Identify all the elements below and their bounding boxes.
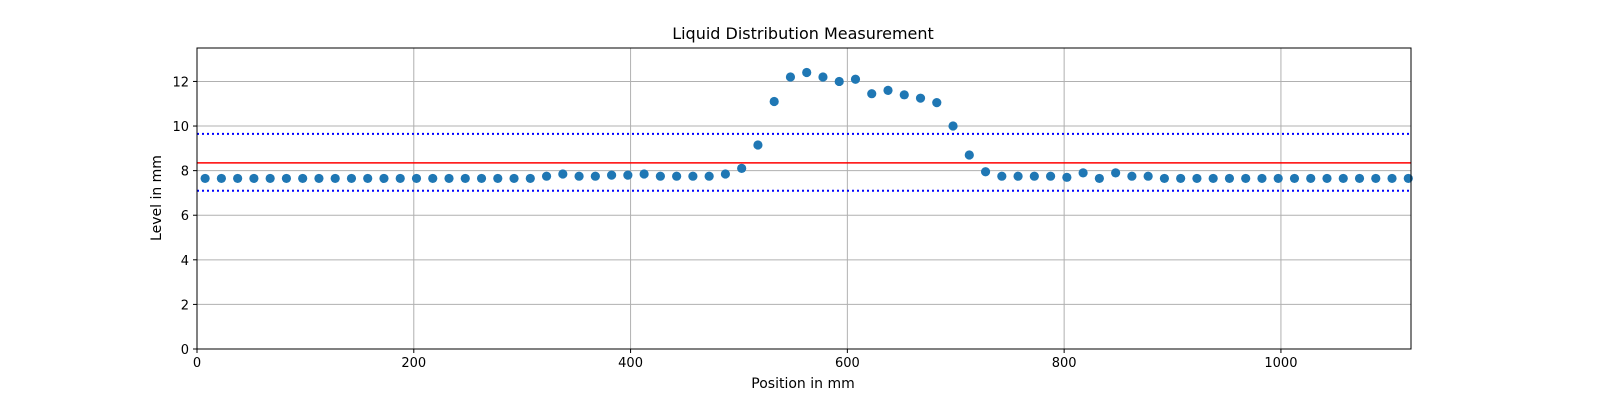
- data-point: [1143, 171, 1153, 181]
- reference-lines: [197, 132, 1411, 192]
- data-point: [363, 173, 373, 184]
- y-axis-ticks: 0 2 4 6 8 10 12: [172, 75, 197, 358]
- y-axis-label: Level in mm: [149, 155, 165, 241]
- data-points: [200, 67, 1413, 184]
- y-tick-label: 12: [172, 75, 189, 90]
- data-point: [932, 98, 942, 108]
- data-point: [850, 74, 861, 84]
- data-point: [525, 173, 535, 184]
- y-tick-label: 0: [181, 343, 189, 358]
- x-tick-label: 200: [401, 356, 426, 371]
- data-point: [265, 173, 275, 184]
- data-point: [785, 72, 796, 82]
- data-point: [1354, 173, 1365, 184]
- data-point: [1176, 173, 1186, 184]
- data-point: [460, 173, 470, 184]
- data-point: [883, 85, 893, 95]
- data-point: [493, 173, 503, 184]
- data-point: [379, 173, 389, 184]
- chart-title: Liquid Distribution Measurement: [672, 24, 934, 43]
- x-tick-label: 0: [193, 356, 201, 371]
- x-axis-label: Position in mm: [751, 376, 854, 392]
- data-point: [200, 173, 210, 184]
- data-point: [1371, 173, 1381, 184]
- data-point: [1338, 173, 1348, 184]
- data-point: [314, 173, 324, 184]
- data-point: [769, 96, 779, 107]
- data-point: [476, 173, 487, 184]
- data-point: [655, 171, 665, 181]
- data-point: [948, 121, 958, 131]
- data-point: [704, 171, 714, 181]
- data-point: [672, 171, 682, 181]
- data-point: [249, 173, 259, 184]
- data-point: [330, 173, 340, 184]
- data-point: [688, 171, 698, 181]
- data-point: [1078, 168, 1088, 178]
- data-point: [1208, 173, 1218, 184]
- data-point: [1062, 172, 1072, 182]
- data-point: [281, 173, 292, 184]
- data-point: [899, 90, 909, 100]
- data-point: [720, 169, 731, 179]
- data-point: [915, 93, 926, 103]
- data-point: [867, 89, 877, 99]
- data-point: [753, 140, 763, 150]
- data-point: [1257, 173, 1267, 184]
- data-point: [1224, 173, 1235, 184]
- data-point: [1127, 171, 1137, 181]
- data-point: [997, 171, 1007, 181]
- data-point: [737, 163, 747, 173]
- x-tick-label: 600: [835, 356, 860, 371]
- data-point: [395, 173, 405, 184]
- data-point: [558, 169, 568, 179]
- data-point: [1159, 173, 1170, 184]
- data-point: [1029, 171, 1039, 181]
- data-point: [1241, 173, 1251, 184]
- data-point: [980, 167, 991, 177]
- y-tick-label: 4: [181, 254, 189, 269]
- y-tick-label: 2: [181, 298, 189, 313]
- data-point: [1094, 173, 1104, 184]
- data-point: [802, 67, 812, 78]
- data-point: [1273, 173, 1283, 184]
- data-point: [964, 150, 974, 160]
- data-point: [541, 171, 552, 181]
- data-point: [607, 170, 617, 180]
- y-tick-label: 8: [181, 165, 189, 180]
- plot-frame: [196, 47, 1412, 350]
- data-point: [509, 173, 519, 184]
- y-tick-label: 10: [172, 120, 189, 135]
- grid-lines: [196, 48, 1411, 350]
- data-point: [623, 170, 633, 180]
- data-point: [818, 72, 828, 82]
- data-point: [1387, 173, 1397, 184]
- y-tick-label: 6: [181, 209, 189, 224]
- x-tick-label: 400: [618, 356, 643, 371]
- data-point: [411, 173, 422, 184]
- data-point: [834, 76, 844, 87]
- data-point: [1403, 173, 1413, 184]
- data-point: [1289, 173, 1300, 184]
- x-axis-ticks: 0 200 400 600 800 1000: [193, 349, 1297, 371]
- x-tick-label: 1000: [1264, 356, 1297, 371]
- data-point: [216, 173, 226, 184]
- data-point: [1111, 168, 1121, 178]
- data-point: [639, 169, 649, 179]
- data-point: [1192, 173, 1202, 184]
- data-point: [590, 171, 600, 181]
- data-point: [1306, 173, 1316, 184]
- data-point: [1045, 171, 1056, 181]
- data-point: [233, 173, 243, 184]
- data-point: [428, 173, 438, 184]
- x-tick-label: 800: [1052, 356, 1077, 371]
- data-point: [298, 173, 308, 184]
- data-point: [444, 173, 454, 184]
- data-point: [346, 173, 357, 184]
- data-point: [574, 171, 584, 181]
- data-point: [1013, 171, 1023, 181]
- data-point: [1322, 173, 1332, 184]
